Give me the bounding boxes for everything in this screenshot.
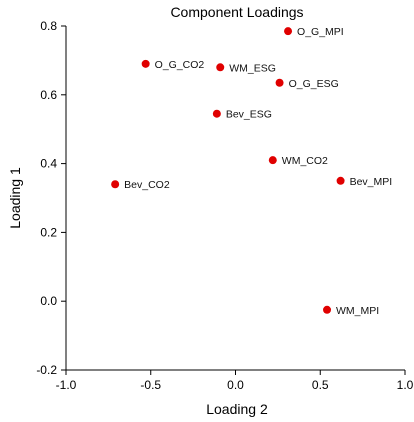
chart-title: Component Loadings	[170, 4, 303, 20]
x-tick-label: -1.0	[56, 378, 77, 392]
point-group: O_G_MPI O_G_CO2 WM_ESG O_G_ESG Bev_ESG WM_CO2…	[111, 26, 392, 317]
scatter-point	[284, 27, 293, 36]
point-label: WM_CO2	[282, 155, 328, 167]
scatter-point	[212, 109, 221, 118]
scatter-point	[323, 305, 332, 314]
x-axis-label: Loading 2	[206, 401, 268, 417]
x-tick-label: 0.5	[312, 378, 329, 392]
y-tick-label: 0.4	[40, 157, 57, 171]
point-label: Bev_MPI	[350, 176, 393, 188]
scatter-point	[216, 63, 225, 72]
scatter-point	[275, 78, 284, 87]
y-tick-label: 0.2	[40, 225, 57, 239]
scatter-point	[336, 176, 345, 185]
y-axis-label: Loading 1	[7, 167, 23, 229]
y-tick-label: 0.8	[40, 19, 57, 33]
point-label: WM_ESG	[229, 62, 276, 74]
point-label: O_G_MPI	[297, 26, 344, 38]
y-tick-group: 0.8 0.6 0.4 0.2 0.0 -0.2	[36, 19, 66, 377]
scatter-point	[111, 180, 120, 189]
point-label: Bev_CO2	[124, 179, 170, 191]
point-label: Bev_ESG	[226, 109, 272, 121]
x-tick-group: -1.0 -0.5 0.0 0.5 1.0	[56, 370, 414, 392]
x-tick-label: -0.5	[140, 378, 161, 392]
x-tick-label: 1.0	[397, 378, 414, 392]
point-label: O_G_CO2	[155, 59, 205, 71]
y-tick-label: 0.0	[40, 294, 57, 308]
x-tick-label: 0.0	[227, 378, 244, 392]
y-tick-label: -0.2	[36, 363, 57, 377]
point-label: O_G_ESG	[289, 78, 339, 90]
scatter-point	[268, 156, 277, 165]
scatter-point	[141, 59, 150, 68]
point-label: WM_MPI	[336, 305, 379, 317]
y-tick-label: 0.6	[40, 88, 57, 102]
